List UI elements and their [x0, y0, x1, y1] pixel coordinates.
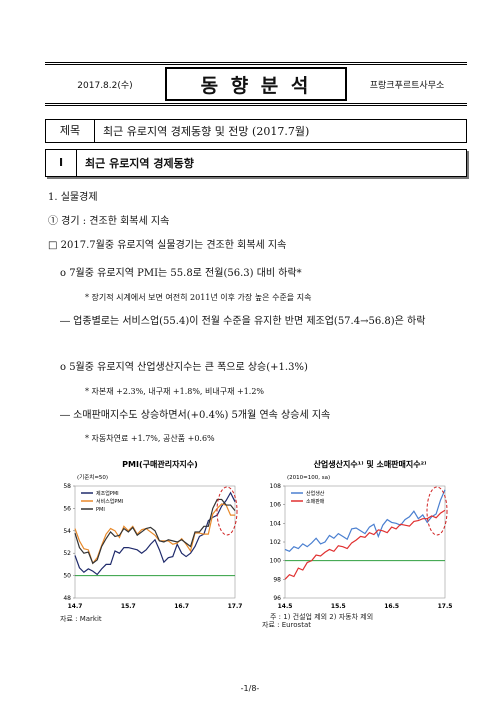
legend-label: PMI: [96, 507, 105, 513]
doc-title: 동 향 분 석: [165, 67, 347, 101]
x-tick-label: 17.5: [438, 603, 453, 610]
series-line: [74, 491, 236, 576]
paragraph: o 5월중 유로지역 산업생산지수는 큰 폭으로 상승(+1.3%): [60, 362, 308, 373]
y-tick-label: 108: [270, 483, 282, 490]
x-tick-label: 16.7: [174, 603, 189, 610]
office: 프랑크푸르트사무소: [369, 80, 445, 91]
x-tick-label: 16.5: [384, 603, 399, 610]
chart-title: PMI(구매관리자지수): [122, 459, 198, 469]
paragraph: * 자동차연료 +1.7%, 공산품 +0.6%: [85, 434, 215, 443]
y-tick-label: 96: [273, 595, 281, 602]
legend-label: 제조업PMI: [96, 490, 119, 497]
series-line: [74, 498, 236, 565]
legend-label: 산업생산: [306, 490, 325, 497]
chart-source: 자료 : Markit: [60, 615, 102, 623]
x-tick-label: 15.7: [121, 603, 136, 610]
y-tick-label: 98: [273, 576, 281, 583]
chart-source: 자료 : Eurostat: [262, 621, 311, 629]
legend-label: 소매판매: [306, 498, 325, 505]
subject-box: 제목 최근 유로지역 경제동향 및 전망 (2017.7월): [45, 119, 467, 143]
chart-subtitle: (기준치=50): [77, 473, 108, 481]
paragraph: o 7월중 유로지역 PMI는 55.8로 전월(56.3) 대비 하락*: [60, 268, 302, 279]
paragraph: 1. 실물경제: [48, 192, 98, 203]
paragraph: ― 소매판매지수도 상승하면서(+0.4%) 5개월 연속 상승세 지속: [60, 410, 331, 421]
series-line: [284, 509, 446, 580]
paragraph: □ 2017.7월중 유로지역 실물경기는 견조한 회복세 지속: [48, 240, 287, 251]
series-line: [284, 489, 446, 553]
x-tick-label: 17.7: [228, 603, 243, 610]
y-tick-label: 104: [270, 520, 282, 527]
x-tick-label: 14.5: [278, 603, 293, 610]
subject-label: 제목: [46, 120, 95, 142]
x-tick-label: 15.5: [331, 603, 346, 610]
date: 2017.8.2(수): [77, 80, 133, 91]
highlight-ellipse: [216, 486, 238, 536]
header: 2017.8.2(수) 동 향 분 석 프랑크푸르트사무소: [45, 62, 467, 106]
chart-title: 산업생산지수¹⁾ 및 소매판매지수²⁾: [314, 459, 427, 469]
chart-note: 주 : 1) 건설업 제외 2) 자동차 제외: [270, 613, 374, 621]
paragraph: * 자본재 +2.3%, 내구재 +1.8%, 비내구재 +1.2%: [85, 387, 265, 396]
plot-frame: [74, 485, 236, 599]
y-tick-label: 106: [270, 502, 282, 509]
paragraph: ① 경기 : 견조한 회복세 지속: [48, 216, 170, 227]
y-tick-label: 48: [63, 595, 71, 602]
y-tick-label: 56: [63, 505, 71, 512]
chart-subtitle: (2010=100, sa): [287, 475, 330, 481]
y-tick-label: 52: [63, 550, 71, 557]
section-title: 최근 유로지역 경제동향: [85, 157, 194, 170]
chart: PMI(구매관리자지수) (기준치=50) 48 50 52 54 56 58 14.7 15.7…: [63, 459, 243, 610]
paragraph: ― 업종별로는 서비스업(55.4)이 전월 수준을 유지한 반면 제조업(57…: [60, 316, 426, 327]
paragraph: * 장기적 시계에서 보면 여전히 2011년 이후 가장 높은 수준을 지속: [85, 293, 312, 302]
page-number: -1/8-: [240, 684, 260, 693]
subject-text: 최근 유로지역 경제동향 및 전망 (2017.7월): [103, 125, 310, 138]
section-box: I 최근 유로지역 경제동향: [45, 149, 467, 177]
y-tick-label: 100: [270, 558, 282, 565]
y-tick-label: 50: [63, 573, 71, 580]
y-tick-label: 102: [270, 539, 282, 546]
section-number: I: [46, 150, 77, 176]
y-tick-label: 58: [63, 483, 71, 490]
x-tick-label: 14.7: [68, 603, 83, 610]
chart: 산업생산지수¹⁾ 및 소매판매지수²⁾ (2010=100, sa) 96 98 100…: [270, 459, 453, 610]
legend-label: 서비스업PMI: [96, 498, 123, 505]
highlight-ellipse: [426, 486, 448, 536]
y-tick-label: 54: [63, 528, 71, 535]
